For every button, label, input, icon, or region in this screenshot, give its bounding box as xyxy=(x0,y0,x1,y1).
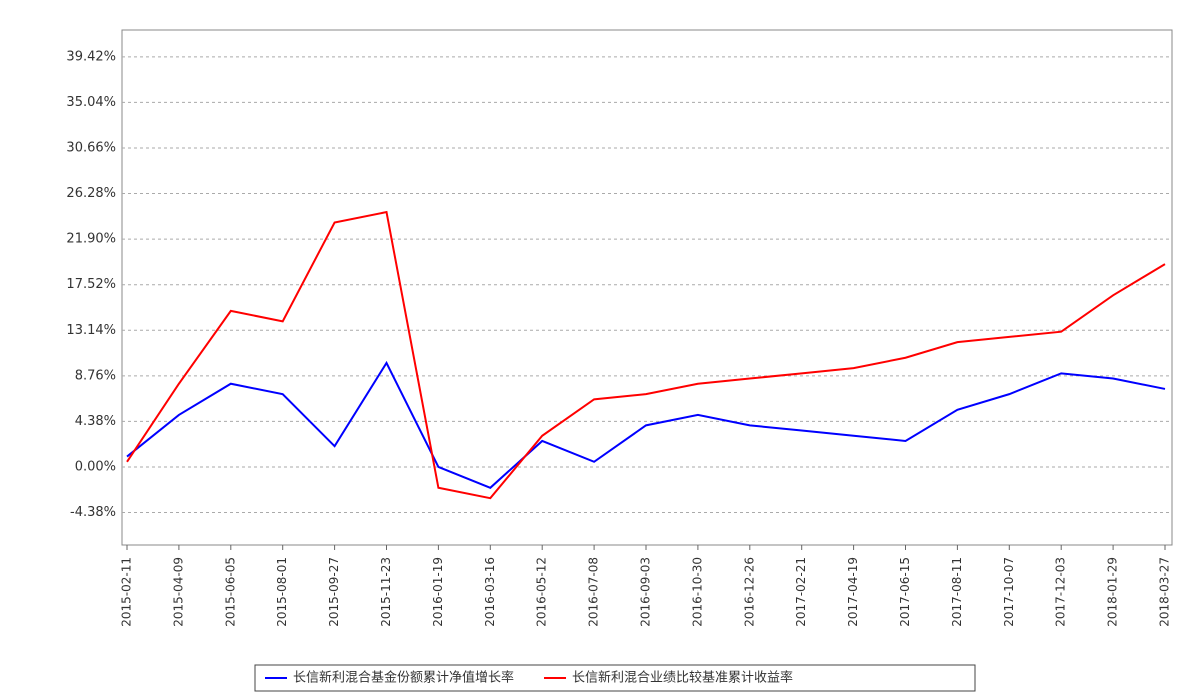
x-tick-label: 2018-03-27 xyxy=(1158,557,1172,627)
legend-label: 长信新利混合基金份额累计净值增长率 xyxy=(293,670,514,686)
x-tick-label: 2016-07-08 xyxy=(587,557,601,627)
x-tick-label: 2017-06-15 xyxy=(898,557,912,627)
x-tick-label: 2016-12-26 xyxy=(742,557,756,627)
series-line xyxy=(126,360,1166,489)
legend-label: 长信新利混合业绩比较基准累计收益率 xyxy=(572,670,793,686)
plot-area xyxy=(121,29,1173,546)
x-tick-label: 2016-10-30 xyxy=(690,557,704,627)
y-tick-label: 30.66% xyxy=(66,140,116,155)
y-tick-label: 17.52% xyxy=(66,277,116,292)
y-tick-label: -4.38% xyxy=(70,505,116,520)
x-tick-label: 2017-04-19 xyxy=(846,557,860,627)
y-tick-label: 4.38% xyxy=(75,414,116,429)
y-tick-label: 21.90% xyxy=(66,232,116,247)
x-tick-label: 2017-10-07 xyxy=(1002,557,1016,627)
x-tick-label: 2015-06-05 xyxy=(223,557,237,627)
x-tick-label: 2017-08-11 xyxy=(950,557,964,627)
x-tick-label: 2018-01-29 xyxy=(1106,557,1120,627)
y-tick-label: 0.00% xyxy=(75,459,116,474)
x-tick-label: 2016-01-19 xyxy=(431,557,445,627)
x-tick-label: 2017-02-21 xyxy=(794,557,808,627)
x-tick-label: 2017-12-03 xyxy=(1054,557,1068,627)
legend-box xyxy=(254,664,976,692)
x-tick-label: 2016-05-12 xyxy=(535,557,549,627)
y-tick-label: 13.14% xyxy=(66,323,116,338)
series-line xyxy=(126,210,1166,500)
x-tick-label: 2015-08-01 xyxy=(275,557,289,627)
y-tick-label: 39.42% xyxy=(66,49,116,64)
x-tick-label: 2016-09-03 xyxy=(639,557,653,627)
y-tick-label: 35.04% xyxy=(66,95,116,110)
x-tick-label: 2016-03-16 xyxy=(483,557,497,627)
x-tick-label: 2015-09-27 xyxy=(327,557,341,627)
y-tick-label: 26.28% xyxy=(66,186,116,201)
x-tick-label: 2015-04-09 xyxy=(171,557,185,627)
x-tick-label: 2015-11-23 xyxy=(379,557,393,627)
x-tick-label: 2015-02-11 xyxy=(120,557,134,627)
y-tick-label: 8.76% xyxy=(75,368,116,383)
